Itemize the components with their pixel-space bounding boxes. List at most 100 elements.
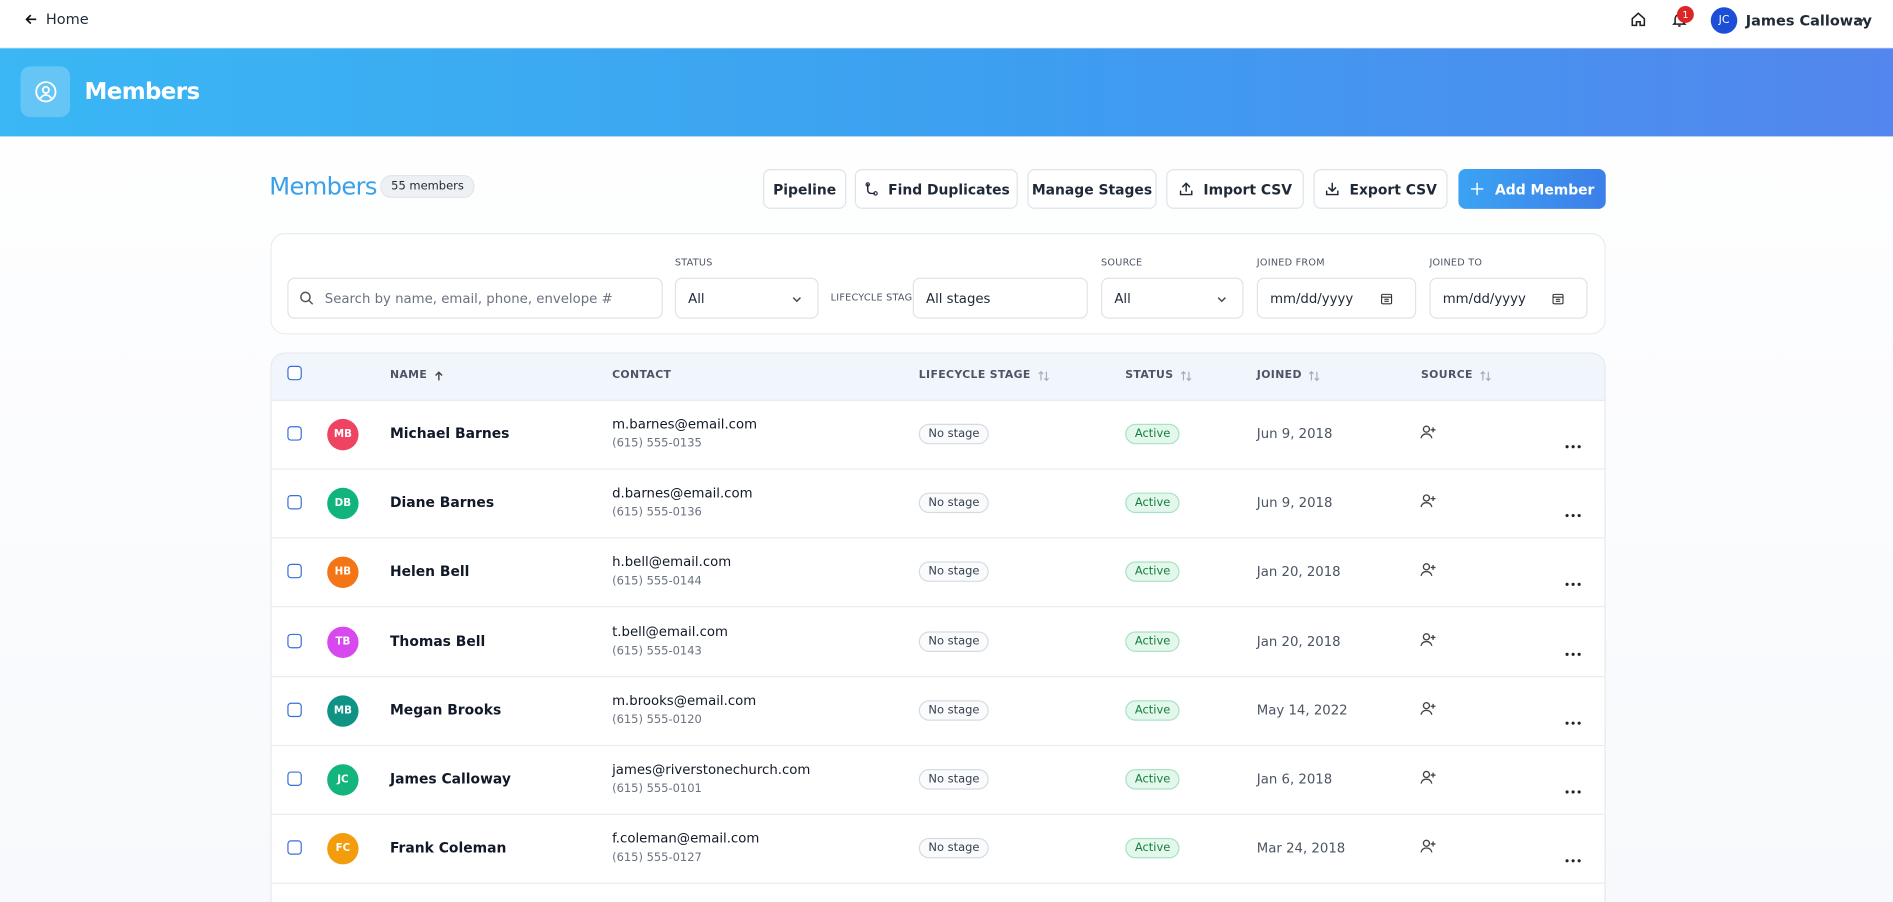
toolbar-button[interactable]: Add Member	[1458, 169, 1606, 209]
toolbar-button[interactable]: Manage Stages	[1027, 169, 1157, 209]
source-icon	[1420, 563, 1436, 577]
page-title: Members	[269, 171, 377, 201]
filter-field[interactable]: All	[674, 277, 819, 319]
button-label: Export CSV	[1349, 180, 1437, 198]
joined-date: Jan 20, 2018	[1256, 633, 1341, 650]
search-icon	[300, 291, 314, 305]
column-header[interactable]: STATUS	[1125, 369, 1193, 382]
source-icon	[1420, 632, 1436, 646]
column-header[interactable]: SOURCE	[1420, 369, 1492, 382]
source-icon-wrap	[1420, 837, 1437, 860]
column-header[interactable]: NAME	[389, 369, 444, 382]
filter-field[interactable]: mm/dd/yyyy	[1256, 277, 1417, 319]
column-label: NAME	[389, 369, 428, 382]
chevron	[1217, 297, 1226, 303]
table-header	[271, 353, 1605, 401]
row-actions[interactable]	[1565, 845, 1582, 868]
member-name[interactable]: Michael Barnes	[389, 424, 510, 442]
member-name[interactable]: Thomas Bell	[389, 632, 486, 650]
status-badge: Active	[1125, 769, 1181, 790]
member-phone: (615) 555-0101	[612, 782, 702, 796]
search-input[interactable]: Search by name, email, phone, envelope #	[287, 277, 663, 319]
user-chevron[interactable]	[1854, 14, 1866, 26]
more-icon	[1565, 652, 1581, 656]
notification-badge: 1	[1676, 6, 1694, 23]
avatar: DB	[327, 487, 359, 520]
source-icon-wrap	[1420, 768, 1437, 791]
member-email: f.coleman@email.com	[612, 830, 760, 847]
toolbar-button[interactable]: Find Duplicates	[854, 169, 1018, 209]
row-actions[interactable]	[1565, 500, 1582, 523]
top-bar	[0, 0, 1893, 49]
button-label: Import CSV	[1203, 180, 1293, 198]
row-checkbox[interactable]	[287, 495, 302, 510]
joined-date: Jan 6, 2018	[1256, 771, 1333, 788]
row-divider	[271, 744, 1605, 746]
member-icon	[34, 81, 56, 103]
column-label: LIFECYCLE STAGE	[918, 369, 1031, 382]
row-actions[interactable]	[1565, 638, 1582, 661]
select-all-checkbox[interactable]	[287, 365, 302, 381]
user-name[interactable]: James Calloway	[1745, 12, 1872, 29]
back-link[interactable]: Home	[24, 11, 89, 28]
member-name[interactable]: Helen Bell	[389, 563, 470, 580]
user-avatar[interactable]: JC	[1710, 7, 1738, 34]
dup-icon	[864, 182, 878, 196]
calendar-icon	[1552, 293, 1564, 305]
filter-label: JOINED TO	[1429, 257, 1483, 269]
row-checkbox[interactable]	[287, 702, 302, 717]
row-divider	[271, 882, 1605, 884]
column-header[interactable]: LIFECYCLE STAGE	[918, 369, 1050, 382]
member-phone: (615) 555-0144	[612, 575, 702, 589]
member-email: d.barnes@email.com	[612, 485, 753, 502]
sort-both	[1309, 370, 1320, 381]
row-divider	[271, 606, 1605, 608]
home-icon[interactable]	[1630, 11, 1647, 28]
toolbar-button[interactable]: Pipeline	[763, 169, 847, 209]
row-checkbox[interactable]	[287, 426, 302, 441]
row-actions[interactable]	[1565, 569, 1582, 592]
row-checkbox[interactable]	[287, 771, 302, 786]
joined-date: May 14, 2022	[1256, 702, 1348, 719]
source-icon	[1420, 701, 1436, 715]
stage-badge: No stage	[918, 769, 990, 790]
row-checkbox[interactable]	[287, 564, 302, 579]
sort-both	[1038, 370, 1049, 381]
button-label: Add Member	[1495, 180, 1595, 198]
column-header[interactable]: JOINED	[1257, 369, 1321, 382]
source-icon-wrap	[1420, 630, 1437, 653]
stage-badge: No stage	[918, 699, 990, 721]
filter-value: All	[688, 290, 705, 307]
row-actions[interactable]	[1565, 707, 1582, 730]
row-actions[interactable]	[1565, 776, 1582, 799]
source-icon	[1420, 839, 1436, 853]
status-badge: Active	[1125, 423, 1181, 445]
button-label: Find Duplicates	[888, 180, 1010, 198]
member-name[interactable]: Diane Barnes	[389, 494, 495, 511]
member-name[interactable]: James Calloway	[389, 770, 511, 788]
joined-date: Jun 9, 2018	[1256, 426, 1333, 442]
member-name[interactable]: Megan Brooks	[389, 701, 502, 719]
member-phone: (615) 555-0136	[612, 506, 702, 520]
calendar-icon	[1381, 293, 1393, 305]
joined-date: Mar 24, 2018	[1256, 840, 1346, 857]
toolbar-button[interactable]: Export CSV	[1313, 169, 1448, 209]
back-label: Home	[45, 10, 89, 28]
row-divider	[271, 537, 1605, 539]
toolbar-button[interactable]: Import CSV	[1166, 169, 1304, 209]
avatar: HB	[327, 557, 359, 589]
source-icon-wrap	[1420, 561, 1437, 584]
filter-field[interactable]: All stages	[912, 277, 1088, 319]
filter-field[interactable]: mm/dd/yyyy	[1429, 277, 1588, 319]
status-badge: Active	[1125, 561, 1181, 583]
stage-badge: No stage	[918, 561, 990, 583]
header-banner	[0, 48, 1893, 137]
filter-field[interactable]: All	[1101, 277, 1244, 319]
row-checkbox[interactable]	[287, 633, 302, 648]
more-icon	[1565, 583, 1581, 587]
sort-both	[1480, 370, 1491, 381]
row-actions[interactable]	[1565, 431, 1582, 454]
row-checkbox[interactable]	[287, 840, 302, 855]
member-name[interactable]: Frank Coleman	[389, 839, 507, 857]
column-label: SOURCE	[1420, 369, 1473, 382]
